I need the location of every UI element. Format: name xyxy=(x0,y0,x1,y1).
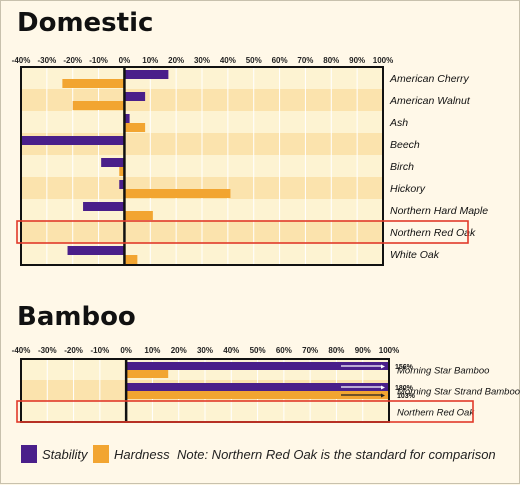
chart2-x-tick-label: -20% xyxy=(64,346,83,355)
chart2-x-tick-label: 30% xyxy=(197,346,213,355)
chart1-bar-hardness xyxy=(124,189,231,198)
chart2-x-tick-label: 60% xyxy=(276,346,292,355)
chart1-bar-stability xyxy=(124,114,130,123)
chart1-category-label: Ash xyxy=(389,117,408,129)
chart2-x-tick-label: 10% xyxy=(144,346,160,355)
chart2-x-tick-label: -30% xyxy=(38,346,57,355)
chart1-bar-hardness xyxy=(62,79,125,88)
chart1-highlight-box xyxy=(16,220,469,244)
legend-swatch-hardness xyxy=(93,445,109,463)
chart2-category-label: Northern Red Oak xyxy=(397,408,475,419)
chart2-x-tick-label: -10% xyxy=(91,346,110,355)
chart2-x-tick-label: 70% xyxy=(302,346,318,355)
chart2-bar-stability xyxy=(126,383,390,391)
chart2-bar-stability xyxy=(126,362,390,370)
chart1-bar-hardness xyxy=(124,123,146,132)
chart2-x-tick-label: 50% xyxy=(250,346,266,355)
chart2-x-tick-label: 0% xyxy=(120,346,132,355)
chart1-bar-hardness xyxy=(119,167,125,176)
chart1-category-label: American Walnut xyxy=(389,95,471,107)
chart1-x-tick-label: 50% xyxy=(246,56,262,65)
chart1-category-label: Northern Red Oak xyxy=(390,227,476,239)
chart1-bar-hardness xyxy=(124,211,153,220)
chart1-x-tick-label: -30% xyxy=(38,56,57,65)
chart2-title: Bamboo xyxy=(17,302,136,332)
chart2-x-tick-label: 40% xyxy=(223,346,239,355)
legend-label-stability: Stability xyxy=(42,447,89,462)
chart1-x-tick-label: 0% xyxy=(119,56,131,65)
chart2-category-label: Morning Star Bamboo xyxy=(397,366,489,377)
chart1-x-tick-label: -20% xyxy=(63,56,82,65)
chart2-overflow-arrowhead xyxy=(381,393,385,398)
chart2-bar-hardness xyxy=(126,370,169,378)
chart1-category-label: Birch xyxy=(390,161,414,173)
chart2-x-tick-label: -40% xyxy=(12,346,31,355)
chart1-title: Domestic xyxy=(17,8,153,38)
chart1-bar-stability xyxy=(124,70,169,79)
chart2-overflow-arrowhead xyxy=(381,364,385,369)
chart2-bar-hardness xyxy=(126,391,390,399)
chart2-x-tick-label: 100% xyxy=(379,346,399,355)
chart1-category-label: Hickory xyxy=(390,183,426,195)
chart1-x-tick-label: 20% xyxy=(168,56,184,65)
chart1-x-tick-label: 10% xyxy=(142,56,158,65)
chart1-x-tick-label: -40% xyxy=(12,56,31,65)
chart1-category-label: Northern Hard Maple xyxy=(390,205,488,217)
chart1-category-label: White Oak xyxy=(390,249,440,261)
chart1-bar-stability xyxy=(21,136,125,145)
legend-label-hardness: Hardness xyxy=(114,447,170,462)
chart1-category-label: Beech xyxy=(390,139,420,151)
legend-note: Note: Northern Red Oak is the standard f… xyxy=(177,447,496,462)
chart1-x-tick-label: 80% xyxy=(323,56,339,65)
chart1-bar-stability xyxy=(67,246,125,255)
chart2-category-label: Morning Star Strand Bamboo xyxy=(397,387,520,398)
chart2-data-label: 180% xyxy=(395,385,414,392)
chart1-bar-stability xyxy=(119,180,125,189)
chart1-x-tick-label: 60% xyxy=(272,56,288,65)
chart1-x-tick-label: 90% xyxy=(349,56,365,65)
chart2-x-tick-label: 20% xyxy=(171,346,187,355)
chart1-bar-stability xyxy=(101,158,125,167)
chart2-highlight-box xyxy=(16,400,474,423)
chart2-x-tick-label: 80% xyxy=(328,346,344,355)
chart1-bar-hardness xyxy=(72,101,125,110)
chart1-x-tick-label: 30% xyxy=(194,56,210,65)
chart1-x-tick-label: 100% xyxy=(373,56,393,65)
chart2-data-label: 103% xyxy=(397,393,416,400)
chart1-x-tick-label: -10% xyxy=(89,56,108,65)
chart1-x-tick-label: 70% xyxy=(297,56,313,65)
chart2-overflow-arrowhead xyxy=(381,385,385,390)
chart1-bar-hardness xyxy=(124,255,138,264)
legend-swatch-stability xyxy=(21,445,37,463)
chart1-x-tick-label: 40% xyxy=(220,56,236,65)
chart1-frame xyxy=(20,66,384,266)
chart1-category-label: American Cherry xyxy=(389,73,470,85)
chart1-bar-stability xyxy=(83,202,125,211)
chart1-bar-stability xyxy=(124,92,146,101)
chart2-x-tick-label: 90% xyxy=(355,346,371,355)
chart2-data-label: 156% xyxy=(395,364,414,371)
